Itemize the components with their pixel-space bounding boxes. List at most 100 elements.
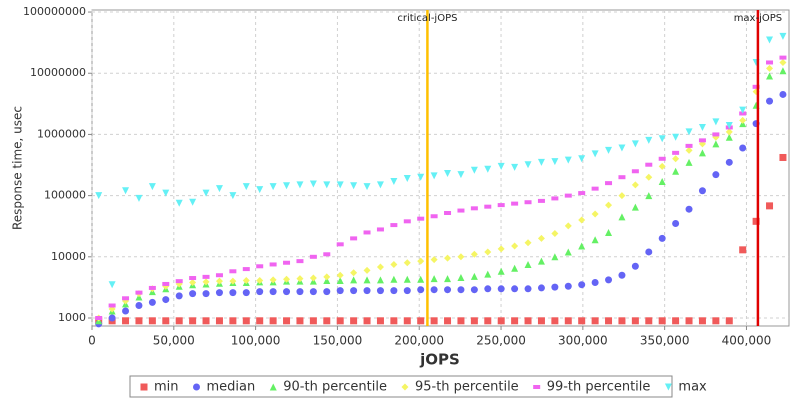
marker [685,143,693,148]
legend-label: min [154,380,179,395]
marker [564,282,572,290]
marker [725,158,733,166]
marker [658,317,666,325]
marker [685,205,693,213]
marker [148,317,156,325]
marker [363,317,371,325]
marker [712,171,720,179]
marker [350,236,358,241]
marker [524,161,532,169]
marker [242,183,250,191]
marker [135,302,143,310]
marker [779,153,787,161]
marker [229,269,237,274]
marker [470,206,478,211]
marker [175,199,183,207]
marker [430,275,438,283]
marker [578,281,586,289]
marker [323,273,331,281]
marker [524,317,532,325]
marker [363,287,371,295]
marker [323,317,331,325]
marker [323,252,331,257]
marker [672,317,680,325]
marker [376,287,384,295]
marker [256,264,264,269]
y-tick-label: 100000000 [23,5,86,18]
marker [390,178,398,186]
marker [564,248,572,256]
marker [283,182,291,190]
marker [193,383,201,391]
marker [779,90,787,98]
marker [403,219,411,224]
marker [537,257,545,265]
marker [712,140,720,148]
marker [417,216,425,221]
marker [752,84,760,89]
marker [242,277,250,285]
marker [336,317,344,325]
marker [497,267,505,275]
marker [296,259,304,264]
marker [350,287,358,295]
marker [309,254,317,259]
marker [484,270,492,278]
marker [672,150,680,155]
marker [283,317,291,325]
marker [417,275,425,283]
marker [175,279,183,284]
marker [108,281,116,289]
marker [202,274,210,279]
marker [537,284,545,292]
marker [605,317,613,325]
marker [779,55,787,60]
marker [578,216,586,224]
marker [524,285,532,293]
marker [779,58,787,66]
x-tick-label: 200,000 [394,334,444,348]
marker [457,208,465,213]
marker [618,271,626,279]
marker [256,317,264,325]
marker [511,317,519,325]
marker [323,288,331,296]
marker [605,181,613,186]
legend-label: 99-th percentile [547,380,651,395]
marker [470,286,478,294]
marker [390,317,398,325]
marker [766,97,774,105]
marker [712,317,720,325]
marker [430,286,438,294]
marker [403,259,411,267]
legend-label: median [207,380,256,395]
marker [202,189,210,197]
marker [618,175,626,180]
marker [739,116,747,124]
marker [283,288,291,296]
marker [403,287,411,295]
marker [564,193,572,198]
marker [229,317,237,325]
marker [470,250,478,258]
marker [484,317,492,325]
marker [698,123,706,131]
marker [698,138,706,143]
y-tick-label: 10000 [51,250,86,263]
marker [645,192,653,200]
marker [645,162,653,167]
marker [618,144,626,152]
marker [645,248,653,256]
marker [618,192,626,200]
y-axis-title: Response time, usec [11,106,25,230]
x-tick-label: 50,000 [153,334,195,348]
marker [533,385,541,389]
marker [672,155,680,163]
marker [296,275,304,283]
marker [309,274,317,282]
marker [122,317,130,325]
marker [672,220,680,228]
marker [511,285,519,293]
marker [229,277,237,285]
marker [108,303,116,308]
